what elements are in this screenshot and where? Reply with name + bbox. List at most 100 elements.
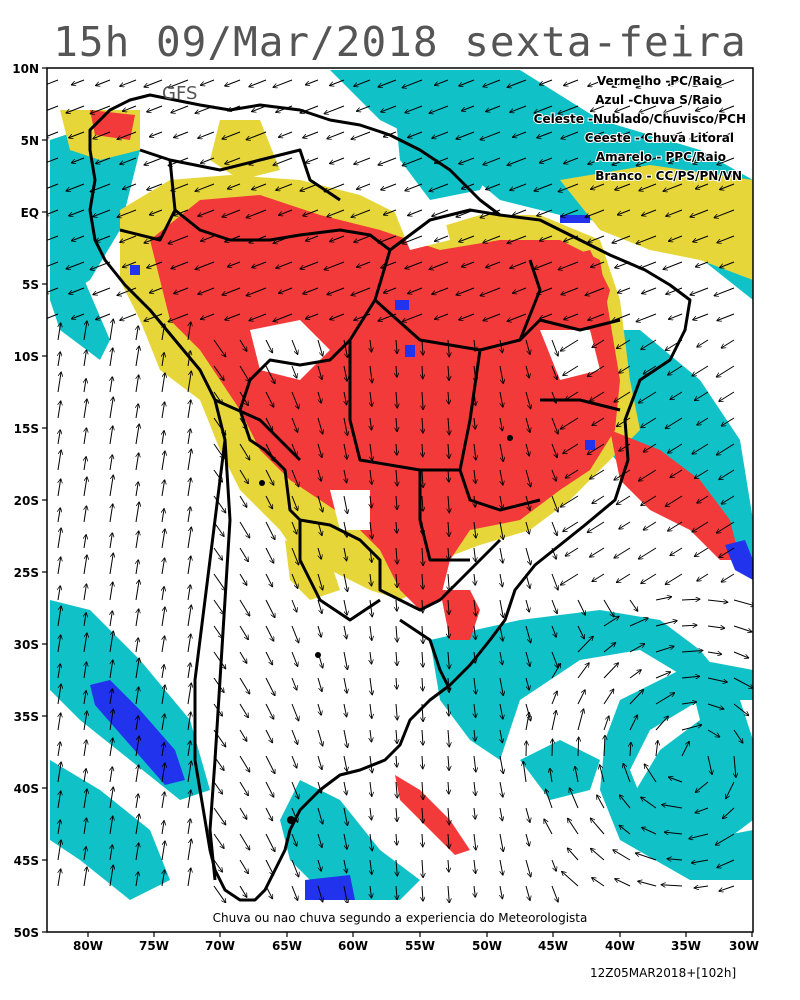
wind-arrow [344, 625, 347, 639]
wind-arrow [716, 521, 735, 533]
lon-label-70w: 70W [205, 939, 235, 953]
wind-arrow [577, 599, 585, 615]
wind-arrow [343, 599, 347, 615]
wind-arrow [564, 157, 579, 164]
wind-arrow [405, 105, 423, 113]
wind-arrow [561, 209, 579, 217]
wind-arrow [422, 391, 423, 410]
wind-arrow [47, 261, 59, 267]
wind-arrow [144, 157, 163, 165]
wind-arrow [474, 885, 475, 897]
blue-area-patagonia [305, 875, 355, 900]
wind-arrow [317, 625, 321, 637]
wind-arrow [252, 261, 267, 268]
wind-arrow [500, 729, 502, 743]
wind-arrow [239, 755, 250, 772]
wind-arrow [565, 469, 579, 478]
wind-arrow [291, 599, 297, 612]
wind-arrow [638, 469, 657, 481]
wind-arrow [525, 469, 531, 487]
wind-arrow [317, 807, 323, 824]
wind-arrow [422, 443, 423, 457]
wind-arrow [249, 313, 267, 321]
wind-arrow [707, 703, 724, 709]
wind-arrow [84, 535, 86, 549]
wind-arrow [551, 417, 558, 434]
wind-arrow [507, 313, 527, 321]
wind-arrow [694, 469, 709, 479]
wind-arrow [643, 365, 657, 374]
wind-arrow [590, 547, 605, 557]
wind-arrow [161, 841, 165, 861]
wind-arrow [656, 741, 658, 757]
wind-arrow [265, 365, 275, 384]
wind-arrow [187, 371, 191, 393]
wind-arrow [719, 547, 735, 558]
wind-arrow [343, 443, 347, 459]
lon-label-60w: 60W [338, 939, 368, 953]
wind-arrow [560, 339, 579, 351]
wind-arrow [227, 261, 241, 267]
red-area-south [440, 590, 480, 640]
wind-arrow [641, 797, 657, 809]
wind-arrow [213, 833, 224, 848]
wind-arrow [588, 157, 605, 164]
wind-arrow [697, 339, 709, 347]
legend-entry-celeste: Celeste -Nublado/Chuvisco/PCH [534, 112, 746, 126]
wind-arrow [187, 790, 191, 809]
wind-arrow [305, 235, 319, 241]
wind-arrow [707, 600, 728, 602]
wind-arrow [585, 287, 605, 295]
wind-arrow [565, 547, 579, 556]
wind-arrow [198, 287, 215, 294]
wind-arrow [370, 677, 372, 695]
wind-arrow [305, 79, 319, 85]
wind-arrow [317, 339, 323, 356]
wind-arrow [666, 131, 683, 138]
lat-label-30s: 30S [14, 638, 39, 652]
wind-arrow [694, 391, 709, 401]
wind-arrow [429, 183, 449, 191]
blue-spot-4 [585, 440, 595, 450]
wind-arrow [343, 885, 348, 904]
wind-arrow [695, 261, 709, 267]
wind-arrow [604, 735, 605, 757]
wind-arrow [585, 209, 605, 217]
wind-arrow [300, 183, 319, 191]
wind-arrow [162, 509, 164, 523]
wind-arrow [551, 339, 558, 356]
wind-arrow [592, 878, 605, 887]
wind-arrow [109, 397, 113, 419]
wind-arrow [171, 105, 189, 113]
wind-arrow [642, 287, 657, 294]
lat-label-15s: 15S [14, 422, 39, 436]
wind-arrow [396, 729, 397, 744]
wind-arrow [499, 833, 503, 852]
wind-arrow [370, 833, 372, 851]
wind-arrow [265, 495, 273, 509]
lat-label-35s: 35S [14, 710, 39, 724]
wind-arrow [109, 816, 113, 835]
wind-arrow [265, 755, 275, 774]
wind-arrow [291, 677, 297, 690]
wind-arrow [273, 157, 293, 165]
wind-arrow [225, 157, 241, 164]
wind-arrow [663, 105, 683, 113]
wind-arrow [408, 209, 423, 216]
wind-arrow [149, 209, 163, 215]
wind-arrow [629, 670, 641, 679]
wind-arrow [500, 417, 502, 431]
state-borders-8 [540, 398, 621, 412]
cyan-area-pacific-south-2 [50, 760, 170, 900]
wind-arrow [66, 261, 85, 269]
wind-arrow [291, 625, 299, 643]
wind-arrow [546, 789, 553, 809]
wind-arrow [147, 105, 163, 112]
wind-arrow [448, 495, 449, 513]
wind-arrow [303, 209, 319, 216]
wind-arrow [499, 521, 503, 540]
wind-arrow [330, 235, 345, 242]
wind-arrow [613, 850, 631, 861]
wind-arrow [716, 443, 735, 455]
wind-arrow [513, 287, 527, 293]
